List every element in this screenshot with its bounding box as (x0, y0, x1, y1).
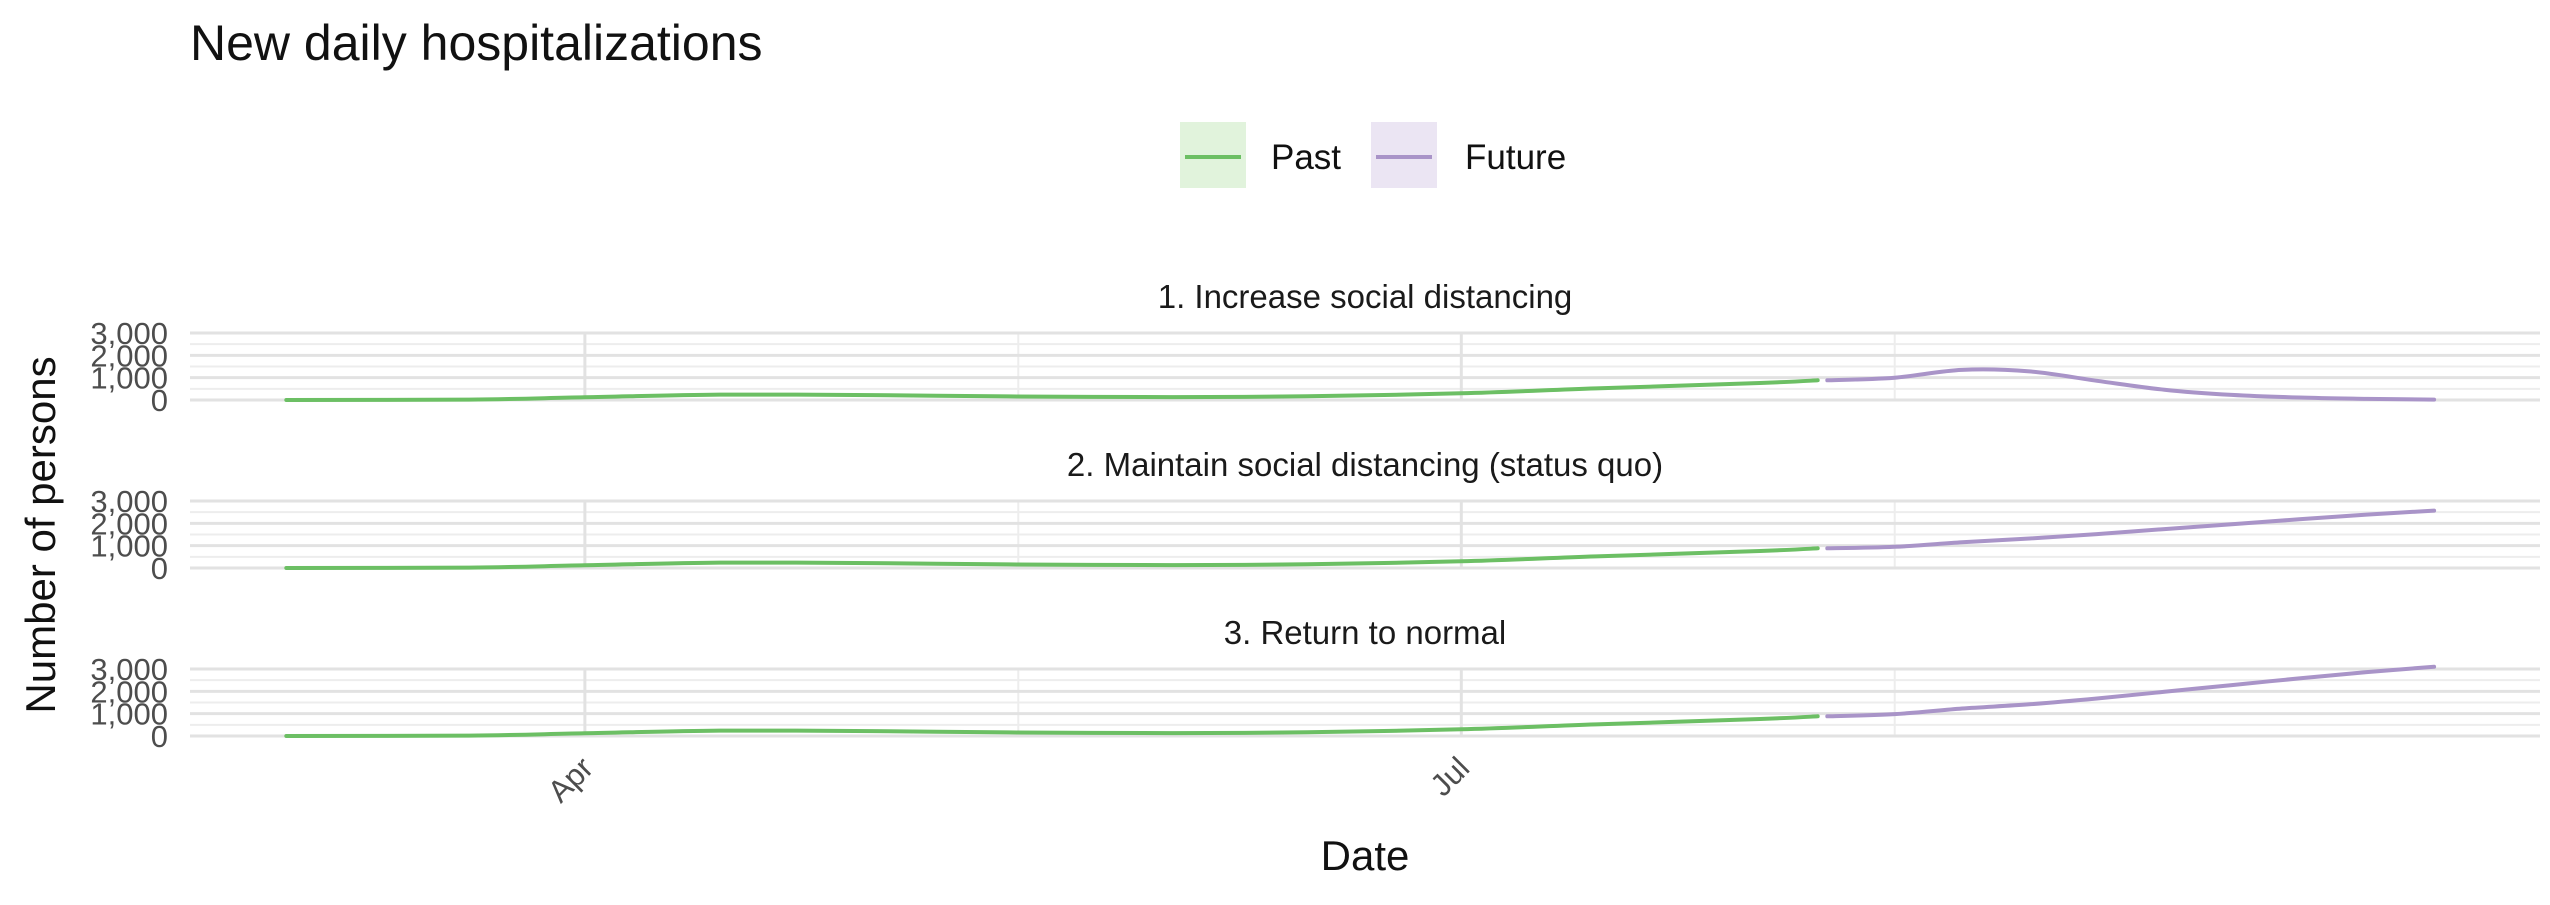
chart-title: New daily hospitalizations (190, 15, 763, 71)
y-tick-label: 3,000 (90, 316, 168, 351)
series-line-past (284, 378, 1820, 402)
x-tick-label: Apr (541, 750, 600, 809)
y-tick-label: 0 (151, 551, 168, 586)
y-tick-label: 1,000 (90, 529, 168, 564)
series-line-past (284, 714, 1820, 738)
series-line-future (1825, 664, 2437, 719)
panel-label: 1. Increase social distancing (1158, 278, 1573, 315)
series-line-future (1825, 367, 2437, 402)
legend-label: Future (1465, 138, 1566, 177)
y-tick-label: 0 (151, 719, 168, 754)
y-tick-label: 0 (151, 383, 168, 418)
y-tick-label: 3,000 (90, 652, 168, 687)
series-line-past (284, 546, 1820, 570)
x-axis-title: Date (1321, 832, 1410, 879)
y-tick-label: 1,000 (90, 697, 168, 732)
y-tick-label: 2,000 (90, 338, 168, 373)
y-tick-label: 3,000 (90, 484, 168, 519)
panel-label: 2. Maintain social distancing (status qu… (1067, 446, 1663, 483)
y-tick-label: 1,000 (90, 361, 168, 396)
y-tick-label: 2,000 (90, 506, 168, 541)
y-axis-title: Number of persons (17, 356, 64, 713)
y-tick-label: 2,000 (90, 674, 168, 709)
legend-label: Past (1271, 138, 1341, 177)
x-tick-label: Jul (1423, 750, 1476, 803)
panel-label: 3. Return to normal (1224, 614, 1506, 651)
series-line-future (1825, 508, 2437, 551)
